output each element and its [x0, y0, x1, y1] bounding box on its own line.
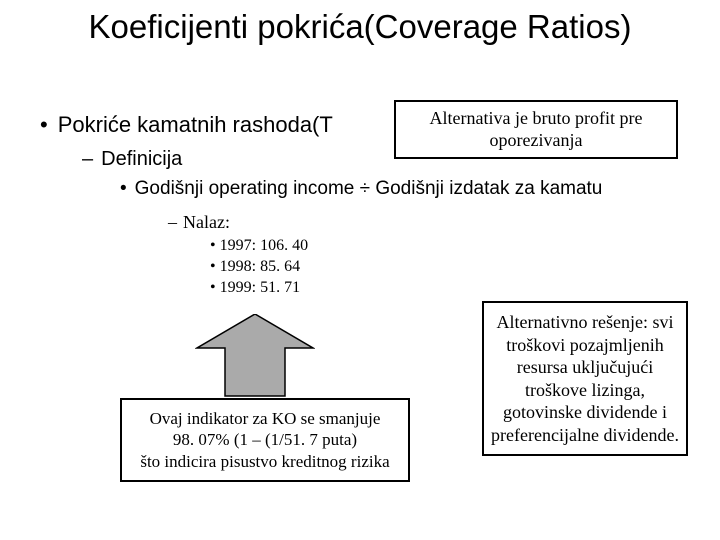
- bullet-marker-dash: –: [168, 212, 177, 232]
- bullet-marker: •: [40, 112, 48, 137]
- bullet-level2: –Definicija: [82, 148, 182, 171]
- bullet-marker: •: [210, 258, 216, 275]
- year-value: 51. 71: [260, 279, 300, 296]
- list-item: •1999: 51. 71: [210, 278, 308, 299]
- list-item: •1997: 106. 40: [210, 236, 308, 257]
- year-value: 85. 64: [260, 258, 300, 275]
- year-label: 1997:: [220, 237, 256, 254]
- bullet-level3: • Godišnji operating income ÷ Godišnji iz…: [120, 178, 602, 200]
- bullet-level1: • Pokriće kamatnih rashoda(T: [40, 112, 333, 138]
- nalaz-values: •1997: 106. 40 •1998: 85. 64 •1999: 51. …: [210, 236, 308, 298]
- slide-title: Koeficijenti pokrića(Coverage Ratios): [0, 0, 720, 46]
- bullet-marker: •: [210, 237, 216, 254]
- callout-top: Alternativa je bruto profit pre oporeziv…: [394, 100, 678, 159]
- callout-bottom-line3: što indicira pisustvo kreditnog rizika: [130, 451, 400, 472]
- year-value: 106. 40: [260, 237, 308, 254]
- bullet-marker: •: [120, 178, 127, 199]
- callout-right: Alternativno rešenje: svi troškovi pozaj…: [482, 301, 688, 456]
- arrow-up-icon: [195, 314, 315, 398]
- bullet-level2-text: Definicija: [101, 148, 182, 170]
- bullet-marker: •: [210, 279, 216, 296]
- year-label: 1999:: [220, 279, 256, 296]
- list-item: •1998: 85. 64: [210, 257, 308, 278]
- bullet-marker-dash: –: [82, 148, 93, 170]
- callout-bottom-line2: 98. 07% (1 – (1/51. 7 puta): [130, 429, 400, 450]
- year-label: 1998:: [220, 258, 256, 275]
- bullet-level1-text: Pokriće kamatnih rashoda(T: [58, 112, 333, 137]
- callout-bottom: Ovaj indikator za KO se smanjuje 98. 07%…: [120, 398, 410, 482]
- nalaz-label-row: –Nalaz:: [168, 212, 230, 233]
- callout-top-text: Alternativa je bruto profit pre oporeziv…: [430, 108, 643, 150]
- nalaz-label: Nalaz:: [183, 212, 230, 232]
- callout-bottom-line1: Ovaj indikator za KO se smanjuje: [130, 408, 400, 429]
- bullet-level3-text: Godišnji operating income ÷ Godišnji izd…: [135, 178, 603, 199]
- callout-right-text: Alternativno rešenje: svi troškovi pozaj…: [491, 312, 679, 445]
